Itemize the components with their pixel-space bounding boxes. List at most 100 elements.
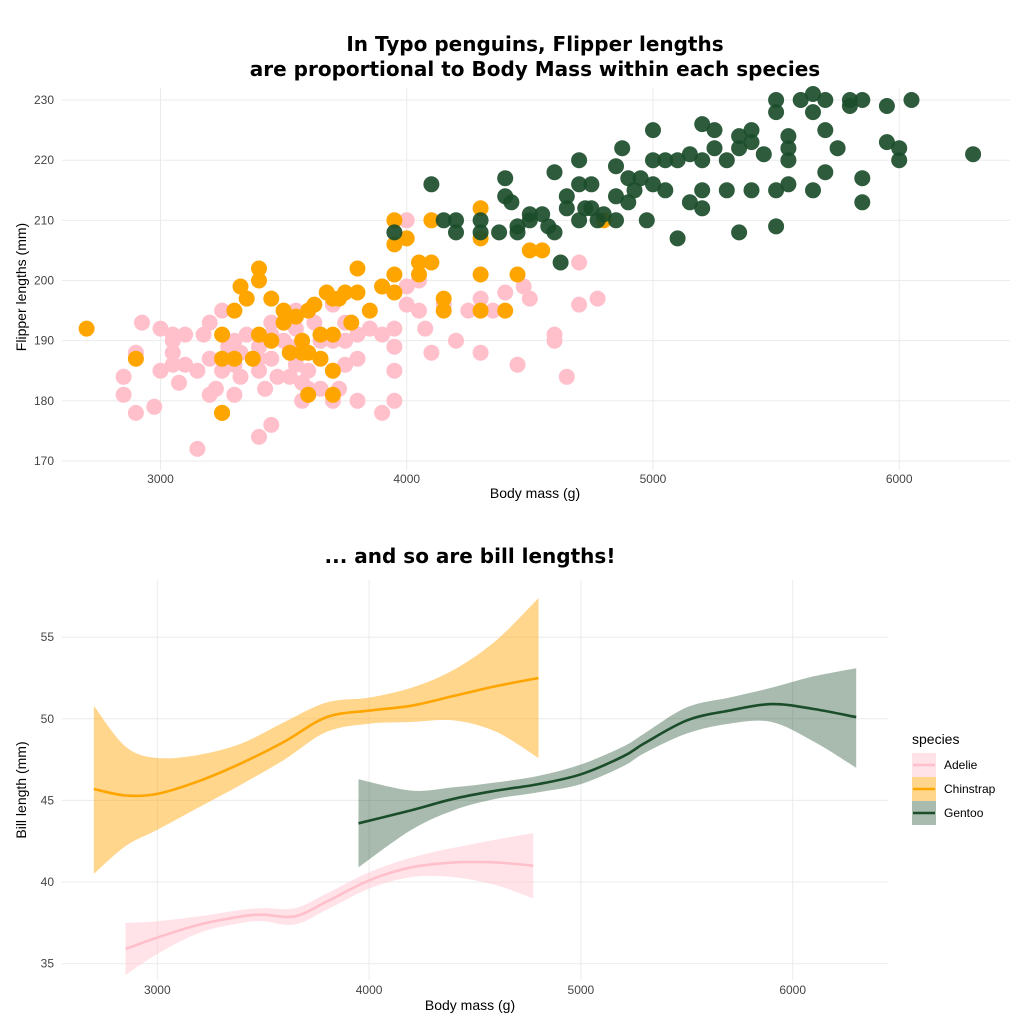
point-adelie <box>263 314 280 331</box>
point-gentoo <box>681 194 698 211</box>
point-adelie <box>127 404 144 421</box>
point-gentoo <box>645 176 661 193</box>
band-gentoo <box>358 668 857 868</box>
point-adelie <box>374 326 391 343</box>
point-adelie <box>207 380 224 397</box>
point-gentoo <box>638 212 655 229</box>
point-gentoo <box>706 140 723 157</box>
point-chinstrap <box>294 332 311 349</box>
point-gentoo <box>571 212 588 229</box>
point-gentoo <box>817 92 834 108</box>
point-gentoo <box>669 230 686 247</box>
point-adelie <box>398 212 415 229</box>
point-chinstrap <box>349 284 366 301</box>
point-gentoo <box>903 92 920 108</box>
point-gentoo <box>552 254 569 271</box>
point-gentoo <box>608 188 624 205</box>
point-adelie <box>146 398 163 415</box>
line-chinstrap <box>93 676 539 798</box>
point-adelie <box>251 362 267 379</box>
point-chinstrap <box>226 302 243 319</box>
flipper-y-tick-label: 170 <box>34 454 54 468</box>
point-gentoo <box>878 134 895 151</box>
flipper-chart-title-line-2: are proportional to Body Mass within eac… <box>250 57 820 81</box>
point-gentoo <box>743 122 760 139</box>
bill-chart-x-axis-label: Body mass (g) <box>425 997 515 1013</box>
point-gentoo <box>694 116 711 133</box>
point-chinstrap <box>263 332 280 349</box>
point-adelie <box>287 356 304 373</box>
point-adelie <box>398 278 415 295</box>
point-chinstrap <box>435 302 452 319</box>
flipper-y-tick-label: 210 <box>34 213 54 227</box>
point-adelie <box>497 284 514 301</box>
point-gentoo <box>965 146 982 163</box>
bill-chart-title: ... and so are bill lengths! <box>325 544 616 568</box>
point-adelie <box>195 326 212 343</box>
point-chinstrap <box>423 254 440 271</box>
point-chinstrap <box>386 212 403 229</box>
point-gentoo <box>768 92 785 108</box>
point-gentoo <box>435 212 452 229</box>
point-adelie <box>300 362 317 379</box>
line-gentoo <box>358 702 857 825</box>
point-gentoo <box>731 128 748 145</box>
point-adelie <box>386 362 403 379</box>
point-adelie <box>115 386 132 403</box>
bill-chart-trend-lines <box>93 676 857 951</box>
point-chinstrap <box>275 302 292 319</box>
bill-x-tick-label: 4000 <box>356 983 383 997</box>
point-gentoo <box>878 98 895 114</box>
point-adelie <box>484 302 501 319</box>
point-gentoo <box>645 152 661 169</box>
point-adelie <box>337 356 354 373</box>
legend: species Adelie Chinstrap Gentoo <box>912 731 996 825</box>
point-chinstrap <box>275 314 292 331</box>
flipper-chart-title-line-1: In Typo penguins, Flipper lengths <box>346 32 723 56</box>
point-adelie <box>558 368 575 385</box>
point-adelie <box>411 302 427 319</box>
point-adelie <box>134 314 150 331</box>
point-gentoo <box>780 140 797 157</box>
point-chinstrap <box>386 266 403 283</box>
point-adelie <box>386 338 403 355</box>
point-chinstrap <box>324 362 341 379</box>
point-adelie <box>589 290 606 307</box>
point-chinstrap <box>472 200 489 217</box>
point-chinstrap <box>281 344 298 361</box>
flipper-y-tick-label: 180 <box>34 394 54 408</box>
point-adelie <box>226 386 243 403</box>
point-gentoo <box>854 194 871 211</box>
flipper-y-tick-label: 190 <box>34 334 54 348</box>
band-chinstrap <box>93 598 539 874</box>
point-gentoo <box>891 152 908 169</box>
point-adelie <box>177 356 194 373</box>
point-chinstrap <box>398 230 415 247</box>
point-chinstrap <box>435 290 452 307</box>
point-adelie <box>263 350 280 367</box>
point-adelie <box>472 290 489 307</box>
point-adelie <box>423 344 440 361</box>
point-gentoo <box>632 170 649 187</box>
point-adelie <box>201 350 218 367</box>
point-gentoo <box>614 140 631 157</box>
point-chinstrap <box>312 350 329 367</box>
flipper-y-tick-label: 200 <box>34 274 54 288</box>
point-gentoo <box>608 212 624 229</box>
point-adelie <box>287 320 304 337</box>
point-gentoo <box>780 128 797 145</box>
point-chinstrap <box>472 302 489 319</box>
point-gentoo <box>497 188 514 205</box>
point-adelie <box>281 368 298 385</box>
point-gentoo <box>620 170 637 187</box>
point-gentoo <box>571 152 588 169</box>
point-adelie <box>306 314 323 331</box>
point-chinstrap <box>534 242 551 259</box>
point-chinstrap <box>232 278 249 295</box>
point-adelie <box>349 392 366 409</box>
point-adelie <box>509 356 526 373</box>
point-gentoo <box>829 140 846 157</box>
point-gentoo <box>534 206 551 223</box>
bill-y-tick-label: 40 <box>41 875 55 889</box>
